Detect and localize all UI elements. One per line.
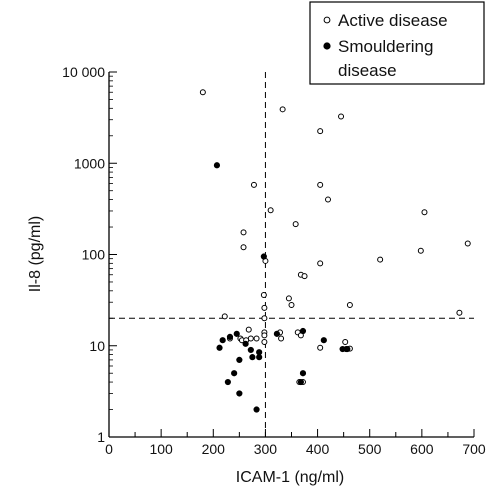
active-disease-point <box>325 196 331 203</box>
smouldering-disease-point <box>253 406 260 413</box>
legend-marker-active-disease <box>323 16 331 24</box>
y-tick-label: 10 000 <box>62 64 105 80</box>
x-tick-label: 200 <box>202 441 226 457</box>
x-axis-ticks: 0 100 200 300 400 500 600 700 <box>105 429 486 457</box>
legend-box <box>309 1 485 85</box>
active-disease-point <box>421 209 428 216</box>
y-tick-label: 10 <box>89 338 105 354</box>
x-tick-label: 100 <box>149 441 173 457</box>
active-disease-point <box>317 128 324 135</box>
active-disease-point <box>342 338 349 345</box>
legend: Active disease Smouldering disease <box>309 1 485 85</box>
smouldering-disease-point <box>247 346 254 354</box>
active-disease-point <box>464 240 471 247</box>
smouldering-disease-point <box>226 333 234 341</box>
smouldering-disease-point <box>297 378 304 386</box>
smouldering-disease-point <box>344 345 351 353</box>
smouldering-disease-point <box>299 327 307 335</box>
active-disease-point <box>250 181 257 188</box>
legend-label-smouldering-disease: Smouldering disease <box>338 37 438 80</box>
active-disease-point <box>285 295 292 302</box>
x-axis-title: ICAM-1 (ng/ml) <box>236 469 344 486</box>
x-tick-label: 400 <box>306 441 330 457</box>
active-disease-point <box>261 338 268 345</box>
active-disease-point <box>301 273 308 280</box>
active-disease-point <box>261 315 268 322</box>
smouldering-disease-point <box>219 337 226 344</box>
smouldering-disease-point <box>299 370 307 377</box>
smouldering-disease-point <box>242 340 249 347</box>
smouldering-disease-point <box>256 354 263 361</box>
legend-marker-smouldering-disease <box>323 42 331 50</box>
active-disease-point <box>267 207 274 214</box>
active-disease-point <box>240 244 247 251</box>
smouldering-disease-point <box>320 337 327 344</box>
x-tick-label: 500 <box>358 441 382 457</box>
x-tick-label: 700 <box>462 441 486 457</box>
active-disease-point <box>338 113 345 120</box>
active-disease-point <box>253 335 260 342</box>
active-disease-point <box>261 332 268 339</box>
smouldering-disease-point <box>236 356 243 363</box>
smouldering-disease-point <box>216 344 223 351</box>
active-disease-point <box>377 256 384 263</box>
active-disease-point <box>417 247 424 254</box>
y-tick-label: 1000 <box>74 155 105 171</box>
y-axis-title: Il-8 (pg/ml) <box>27 216 44 292</box>
data-points <box>199 89 471 413</box>
y-tick-label: 100 <box>82 247 106 263</box>
active-disease-point <box>240 229 247 236</box>
smouldering-disease-point <box>256 349 263 356</box>
active-disease-point <box>456 309 463 316</box>
active-disease-point <box>261 304 268 311</box>
axes <box>108 72 474 438</box>
active-disease-point <box>279 106 286 113</box>
active-disease-point <box>346 301 353 308</box>
smouldering-disease-point <box>213 162 221 169</box>
reference-lines <box>109 72 474 437</box>
smouldering-disease-point <box>260 253 267 260</box>
active-disease-point <box>199 89 206 96</box>
smouldering-disease-point <box>233 330 240 337</box>
active-disease-point <box>245 326 252 333</box>
smouldering-disease-point <box>224 378 231 386</box>
smouldering-disease-point <box>249 354 256 361</box>
smouldering-disease-point <box>231 370 238 377</box>
active-disease-point <box>278 335 285 342</box>
active-disease-point <box>292 221 299 228</box>
active-disease-point <box>317 260 324 267</box>
smouldering-disease-point <box>273 330 280 337</box>
x-tick-label: 600 <box>410 441 434 457</box>
x-tick-label: 0 <box>105 441 113 457</box>
active-disease-point <box>260 291 267 298</box>
active-disease-point <box>317 344 324 351</box>
y-tick-label: 1 <box>97 429 105 445</box>
smouldering-disease-point <box>236 390 243 397</box>
y-axis-ticks: 1 10 100 1000 10 000 <box>62 64 117 445</box>
active-disease-point <box>288 301 295 308</box>
active-disease-point <box>221 313 228 320</box>
legend-label-active-disease: Active disease <box>338 11 448 30</box>
x-tick-label: 300 <box>254 441 278 457</box>
active-disease-point <box>317 181 324 188</box>
